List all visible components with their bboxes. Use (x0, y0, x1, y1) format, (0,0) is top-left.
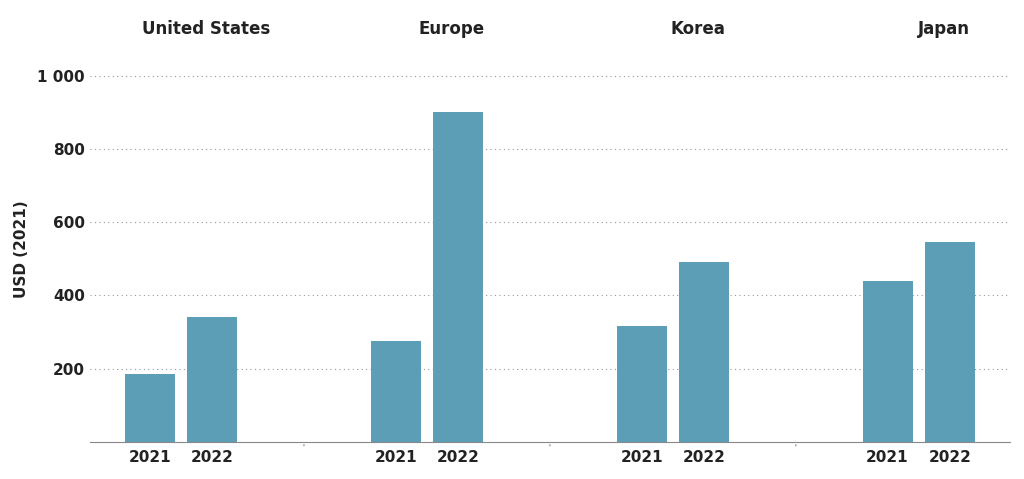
Bar (433, 113, 483, 442)
Bar (616, 327, 667, 442)
Text: Japan: Japan (918, 20, 970, 38)
Text: Europe: Europe (419, 20, 485, 38)
Bar (862, 281, 912, 442)
Bar (187, 318, 238, 442)
Bar (925, 242, 975, 442)
Bar (125, 374, 175, 442)
Bar (371, 341, 421, 442)
Y-axis label: USD (2021): USD (2021) (14, 201, 29, 298)
Bar (679, 262, 729, 442)
Text: United States: United States (142, 20, 270, 38)
Text: Korea: Korea (671, 20, 725, 38)
